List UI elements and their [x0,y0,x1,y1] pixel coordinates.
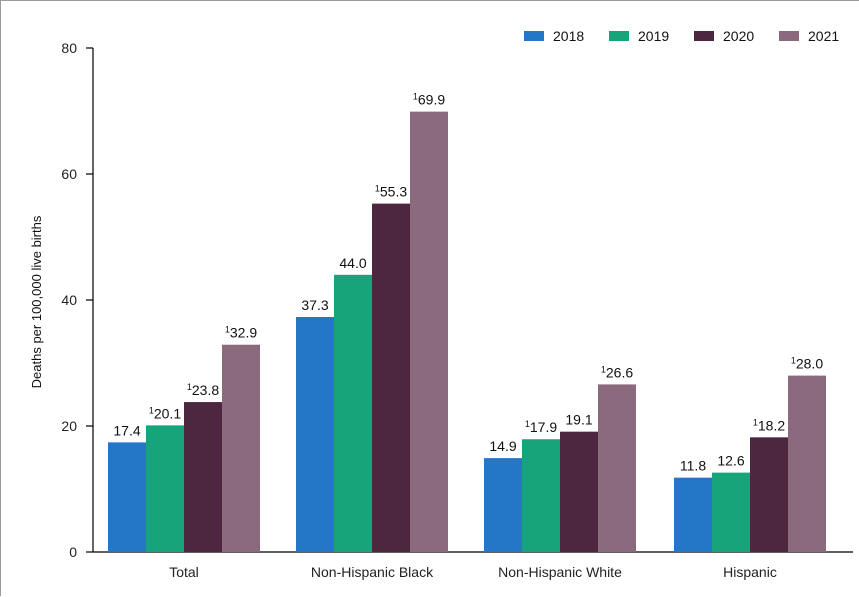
bar-value-text: 23.8 [192,382,219,398]
bar [522,439,560,552]
bar-value-text: 17.9 [530,419,557,435]
bar [598,384,636,552]
bar-value-text: 20.1 [154,405,181,421]
bar [146,425,184,552]
bar-value-label: 155.3 [375,184,407,200]
bar [222,344,260,552]
bar [296,317,334,552]
bar-value-label: 44.0 [339,255,366,271]
y-tick-label: 40 [61,292,77,308]
data-labels: 17.4120.1123.8132.937.344.0155.3169.914.… [113,92,823,474]
y-axis-ticks: 0 20 40 60 80 [61,40,93,560]
legend-swatch [779,31,799,41]
bar-value-label: 11.8 [680,458,706,474]
category-labels: Total Non-Hispanic Black Non-Hispanic Whit… [169,564,777,580]
footnote-marker: 1 [413,92,418,102]
legend-label: 2019 [638,28,669,44]
bar [674,477,712,552]
legend-swatch [694,31,714,41]
bar-value-label: 12.6 [717,453,744,469]
y-tick-label: 20 [61,418,77,434]
bar-value-label: 120.1 [149,405,181,421]
bar [372,203,410,553]
bar [788,375,826,552]
legend: 2018 2019 2020 2021 [524,28,839,44]
category-label: Total [169,564,199,580]
footnote-marker: 1 [187,382,192,392]
bar [184,402,222,552]
bar [750,437,788,552]
bar [108,442,146,552]
bars [108,111,826,553]
bar-value-label: 17.4 [113,422,140,438]
bar-value-label: 123.8 [187,382,219,398]
bar-value-text: 32.9 [230,325,257,341]
footnote-marker: 1 [225,325,230,335]
footnote-marker: 1 [601,364,606,374]
bar [560,431,598,552]
bar-value-label: 132.9 [225,325,257,341]
footnote-marker: 1 [753,417,758,427]
bar-value-label: 37.3 [301,297,328,313]
y-tick-label: 0 [69,544,77,560]
legend-label: 2021 [808,28,839,44]
y-tick-label: 80 [61,40,77,56]
bar-value-text: 26.6 [606,364,633,380]
bar [410,111,448,552]
category-label: Non-Hispanic White [498,564,622,580]
legend-swatch [609,31,629,41]
footnote-marker: 1 [375,184,380,194]
bar [712,472,750,552]
category-label: Non-Hispanic Black [311,564,434,580]
bar-value-label: 118.2 [753,417,785,433]
bar-value-text: 18.2 [758,417,785,433]
footnote-marker: 1 [791,356,796,366]
footnote-marker: 1 [149,405,154,415]
category-label: Hispanic [723,564,777,580]
y-axis-title: Deaths per 100,000 live births [29,215,44,388]
legend-label: 2018 [553,28,584,44]
bar [334,274,372,552]
bar-value-text: 69.9 [418,92,445,108]
bar-value-label: 128.0 [791,356,823,372]
bar [484,458,522,552]
bar-value-label: 117.9 [525,419,557,435]
bar-value-label: 19.1 [565,412,592,428]
bar-value-label: 126.6 [601,364,633,380]
bar-value-text: 28.0 [796,356,823,372]
bar-value-label: 14.9 [489,438,516,454]
bar-value-label: 169.9 [413,92,445,108]
bar-value-text: 55.3 [380,184,407,200]
legend-swatch [524,31,544,41]
footnote-marker: 1 [525,419,530,429]
y-tick-label: 60 [61,166,77,182]
legend-label: 2020 [723,28,754,44]
